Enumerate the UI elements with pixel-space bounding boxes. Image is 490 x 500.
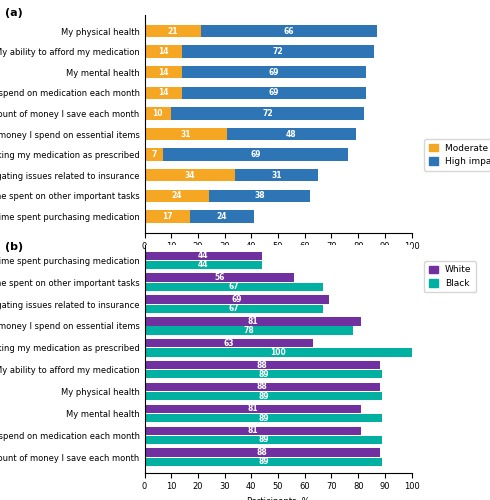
X-axis label: Participants, %: Participants, % xyxy=(246,497,310,500)
Bar xyxy=(145,148,163,161)
Text: 21: 21 xyxy=(168,26,178,36)
Text: 89: 89 xyxy=(258,458,269,466)
Text: 89: 89 xyxy=(258,436,269,444)
Text: 88: 88 xyxy=(257,448,268,457)
Text: 81: 81 xyxy=(247,426,258,435)
Text: 69: 69 xyxy=(269,88,279,98)
Bar xyxy=(235,169,318,181)
Bar xyxy=(145,128,227,140)
Text: 89: 89 xyxy=(258,392,269,400)
Text: 69: 69 xyxy=(231,295,242,304)
Bar xyxy=(145,370,382,378)
Text: 38: 38 xyxy=(254,192,265,200)
Bar xyxy=(145,414,382,422)
Text: 44: 44 xyxy=(198,260,209,270)
Bar xyxy=(145,361,380,369)
Legend: Moderate impact, High impact: Moderate impact, High impact xyxy=(424,139,490,170)
Text: 31: 31 xyxy=(181,130,191,138)
Bar xyxy=(145,66,182,78)
Text: 67: 67 xyxy=(229,282,239,292)
Text: 89: 89 xyxy=(258,414,269,422)
Text: 14: 14 xyxy=(158,47,169,56)
Bar xyxy=(145,108,171,120)
Text: 14: 14 xyxy=(158,88,169,98)
Bar xyxy=(145,339,313,347)
Bar xyxy=(145,426,361,435)
Bar xyxy=(145,282,323,291)
Bar xyxy=(145,404,361,413)
Text: (a): (a) xyxy=(5,8,23,18)
Text: 69: 69 xyxy=(250,150,261,159)
Bar xyxy=(163,148,347,161)
Bar xyxy=(145,252,262,260)
Bar xyxy=(145,304,323,313)
Bar xyxy=(145,348,412,356)
Text: 88: 88 xyxy=(257,360,268,370)
Text: 14: 14 xyxy=(158,68,169,77)
Bar xyxy=(182,66,366,78)
Bar xyxy=(172,108,364,120)
Text: 72: 72 xyxy=(262,109,273,118)
Text: 10: 10 xyxy=(153,109,163,118)
Bar xyxy=(145,436,382,444)
Bar xyxy=(145,392,382,400)
Bar xyxy=(145,169,235,181)
Text: 24: 24 xyxy=(217,212,227,221)
Bar xyxy=(145,25,200,37)
Text: 89: 89 xyxy=(258,370,269,379)
Text: 63: 63 xyxy=(223,338,234,347)
Text: 7: 7 xyxy=(151,150,157,159)
Legend: White, Black: White, Black xyxy=(424,261,476,292)
Text: 69: 69 xyxy=(269,68,279,77)
Bar xyxy=(209,190,310,202)
Bar xyxy=(145,274,294,281)
Bar xyxy=(200,25,377,37)
Bar xyxy=(145,317,361,326)
Bar xyxy=(145,86,182,99)
Text: 24: 24 xyxy=(172,192,182,200)
Bar xyxy=(145,448,380,457)
Bar xyxy=(145,383,380,391)
Text: 48: 48 xyxy=(286,130,297,138)
Bar xyxy=(227,128,356,140)
Text: 34: 34 xyxy=(185,170,195,179)
Bar xyxy=(190,210,254,222)
Bar xyxy=(145,46,182,58)
Text: 72: 72 xyxy=(273,47,283,56)
Text: 44: 44 xyxy=(198,251,209,260)
Text: 88: 88 xyxy=(257,382,268,392)
Bar xyxy=(145,190,209,202)
Text: 66: 66 xyxy=(284,26,294,36)
Bar xyxy=(145,296,329,304)
Text: 31: 31 xyxy=(271,170,282,179)
Text: 78: 78 xyxy=(244,326,254,335)
Text: 100: 100 xyxy=(270,348,286,357)
Bar xyxy=(145,458,382,466)
Text: 67: 67 xyxy=(229,304,239,313)
Text: 81: 81 xyxy=(247,317,258,326)
Text: 17: 17 xyxy=(162,212,172,221)
X-axis label: Participants, %: Participants, % xyxy=(246,257,310,266)
Text: (b): (b) xyxy=(5,242,23,252)
Bar xyxy=(145,260,262,269)
Bar xyxy=(145,326,353,334)
Text: 81: 81 xyxy=(247,404,258,413)
Text: 56: 56 xyxy=(214,273,224,282)
Bar xyxy=(182,46,374,58)
Bar xyxy=(145,210,190,222)
Bar xyxy=(182,86,366,99)
